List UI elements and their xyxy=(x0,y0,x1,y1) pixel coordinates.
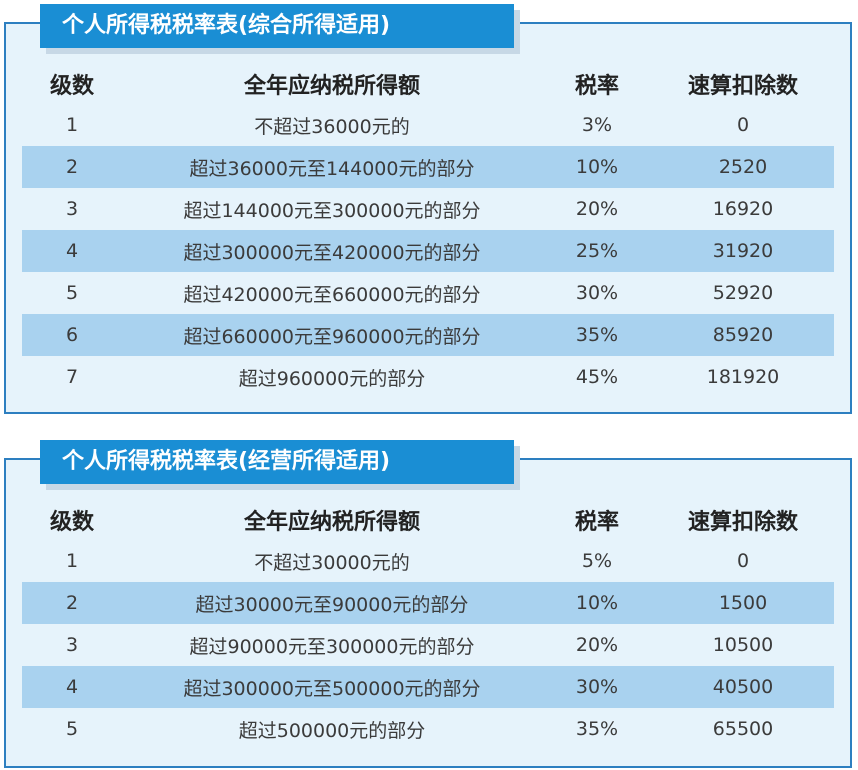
header-tax-rate: 税率 xyxy=(574,510,619,535)
tax-rate-table-comprehensive: 级数 全年应纳税所得额 税率 速算扣除数 1 不超过36000元的 3% 0 2 超过36000元… xyxy=(22,64,834,398)
income-range-cell: 超过960000元的部分 xyxy=(238,367,426,390)
income-range-cell: 超过90000元至300000元的部分 xyxy=(189,635,475,658)
level-cell: 4 xyxy=(65,240,79,262)
table-body: 1 不超过30000元的 5% 0 2 超过30000元至90000元的部分 10% 1500… xyxy=(22,540,834,750)
table-row: 6 超过660000元至960000元的部分 35% 85920 xyxy=(22,314,834,356)
table-row: 4 超过300000元至500000元的部分 30% 40500 xyxy=(22,666,834,708)
income-range-cell: 超过300000元至420000元的部分 xyxy=(183,241,481,264)
tax-rate-cell: 35% xyxy=(575,718,619,740)
table-body: 1 不超过36000元的 3% 0 2 超过36000元至144000元的部分 10% 252… xyxy=(22,104,834,398)
tax-rate-cell: 20% xyxy=(575,198,619,220)
level-cell: 3 xyxy=(65,634,79,656)
level-cell: 5 xyxy=(65,282,79,304)
table-row: 5 超过420000元至660000元的部分 30% 52920 xyxy=(22,272,834,314)
table-row: 1 不超过30000元的 5% 0 xyxy=(22,540,834,582)
table-row: 2 超过36000元至144000元的部分 10% 2520 xyxy=(22,146,834,188)
tax-rate-cell: 35% xyxy=(575,324,619,346)
level-cell: 3 xyxy=(65,198,79,220)
quick-deduction-cell: 40500 xyxy=(712,676,774,698)
tax-rate-cell: 3% xyxy=(581,114,613,136)
quick-deduction-cell: 10500 xyxy=(712,634,774,656)
income-range-cell: 超过36000元至144000元的部分 xyxy=(189,157,475,180)
quick-deduction-cell: 1500 xyxy=(718,592,768,614)
quick-deduction-cell: 0 xyxy=(736,550,750,572)
quick-deduction-cell: 85920 xyxy=(712,324,774,346)
header-income-range: 全年应纳税所得额 xyxy=(243,510,420,535)
header-level: 级数 xyxy=(49,510,94,535)
tax-rate-cell: 30% xyxy=(575,676,619,698)
tax-rate-cell: 45% xyxy=(575,366,619,388)
quick-deduction-cell: 16920 xyxy=(712,198,774,220)
tax-rate-cell: 10% xyxy=(575,592,619,614)
income-range-cell: 超过300000元至500000元的部分 xyxy=(183,677,481,700)
tax-rate-cell: 10% xyxy=(575,156,619,178)
quick-deduction-cell: 0 xyxy=(736,114,750,136)
table-row: 3 超过144000元至300000元的部分 20% 16920 xyxy=(22,188,834,230)
quick-deduction-cell: 2520 xyxy=(718,156,768,178)
level-cell: 7 xyxy=(65,366,79,388)
header-income-range: 全年应纳税所得额 xyxy=(243,74,420,99)
header-level: 级数 xyxy=(49,74,94,99)
level-cell: 4 xyxy=(65,676,79,698)
table-row: 1 不超过36000元的 3% 0 xyxy=(22,104,834,146)
quick-deduction-cell: 65500 xyxy=(712,718,774,740)
tax-rate-cell: 25% xyxy=(575,240,619,262)
table-row: 5 超过500000元的部分 35% 65500 xyxy=(22,708,834,750)
quick-deduction-cell: 52920 xyxy=(712,282,774,304)
income-range-cell: 不超过36000元的 xyxy=(254,115,410,138)
header-quick-deduction: 速算扣除数 xyxy=(687,74,798,99)
level-cell: 5 xyxy=(65,718,79,740)
tax-rate-cell: 5% xyxy=(581,550,613,572)
level-cell: 6 xyxy=(65,324,79,346)
table-row: 7 超过960000元的部分 45% 181920 xyxy=(22,356,834,398)
level-cell: 1 xyxy=(65,114,79,136)
table-header-row: 级数 全年应纳税所得额 税率 速算扣除数 xyxy=(22,500,834,540)
table-title-comprehensive: 个人所得税税率表(综合所得适用) xyxy=(40,4,514,48)
level-cell: 1 xyxy=(65,550,79,572)
level-cell: 2 xyxy=(65,156,79,178)
header-tax-rate: 税率 xyxy=(574,74,619,99)
quick-deduction-cell: 181920 xyxy=(706,366,780,388)
quick-deduction-cell: 31920 xyxy=(712,240,774,262)
level-cell: 2 xyxy=(65,592,79,614)
income-range-cell: 不超过30000元的 xyxy=(254,551,410,574)
tax-rate-table-business: 级数 全年应纳税所得额 税率 速算扣除数 1 不超过30000元的 5% 0 2 超过30000元… xyxy=(22,500,834,750)
table-row: 4 超过300000元至420000元的部分 25% 31920 xyxy=(22,230,834,272)
tax-rate-cell: 30% xyxy=(575,282,619,304)
table-header-row: 级数 全年应纳税所得额 税率 速算扣除数 xyxy=(22,64,834,104)
tax-rate-cell: 20% xyxy=(575,634,619,656)
income-range-cell: 超过144000元至300000元的部分 xyxy=(183,199,481,222)
table-row: 2 超过30000元至90000元的部分 10% 1500 xyxy=(22,582,834,624)
header-quick-deduction: 速算扣除数 xyxy=(687,510,798,535)
table-title-business: 个人所得税税率表(经营所得适用) xyxy=(40,440,514,484)
income-range-cell: 超过420000元至660000元的部分 xyxy=(183,283,481,306)
income-range-cell: 超过660000元至960000元的部分 xyxy=(183,325,481,348)
income-range-cell: 超过30000元至90000元的部分 xyxy=(195,593,469,616)
table-row: 3 超过90000元至300000元的部分 20% 10500 xyxy=(22,624,834,666)
income-range-cell: 超过500000元的部分 xyxy=(238,719,426,742)
